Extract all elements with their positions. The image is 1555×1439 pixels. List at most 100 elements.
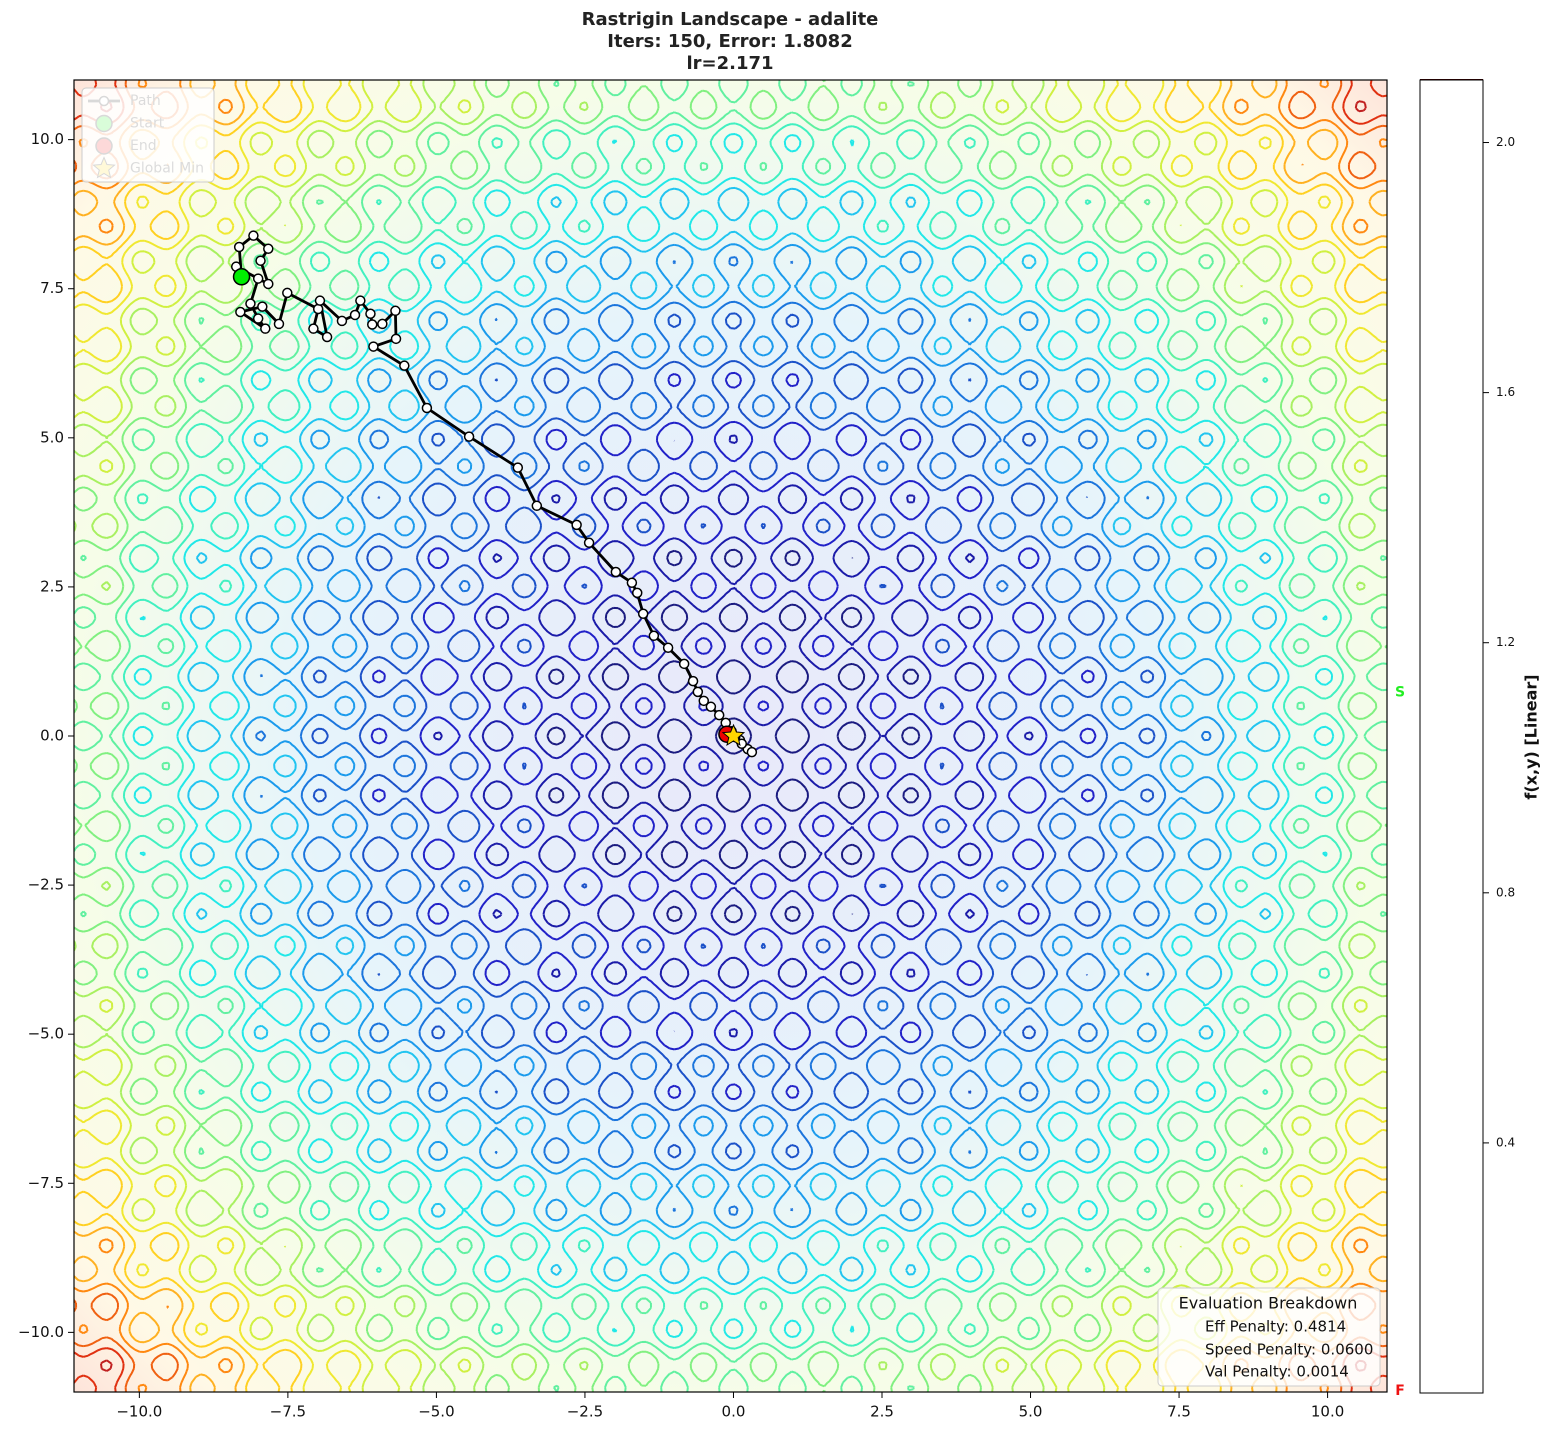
colorbar-tick-label: 2.0	[1496, 135, 1515, 149]
colorbar-tick-label: 1.6	[1496, 385, 1515, 399]
path-point	[282, 287, 293, 299]
path-point	[312, 303, 324, 315]
path-point	[355, 295, 366, 306]
path-point	[746, 746, 758, 758]
colorbar-tick-label: 0.4	[1496, 1135, 1515, 1149]
global-min	[721, 723, 746, 746]
path-point	[713, 709, 725, 721]
path-point	[273, 318, 285, 330]
path-point	[705, 701, 717, 713]
path-point	[349, 309, 361, 321]
y-tick-label: 0.0	[40, 727, 64, 745]
y-tick-label: 7.5	[40, 279, 64, 297]
path-point	[368, 341, 379, 352]
path-point	[687, 675, 699, 687]
path-point	[308, 323, 319, 334]
path-point	[255, 255, 266, 266]
contour-line	[122, 122, 1345, 1350]
y-tick-label: 5.0	[40, 428, 64, 446]
path-point	[263, 278, 274, 290]
x-tick-label: −5.0	[418, 1403, 454, 1421]
path-point	[631, 587, 643, 599]
path-point	[233, 241, 245, 253]
eval-box	[1157, 1287, 1381, 1387]
path-point	[678, 658, 690, 670]
path-point	[390, 305, 401, 317]
legend	[81, 87, 215, 183]
eval-line: Val Penalty: 0.0014	[1205, 1363, 1349, 1381]
path-point	[637, 608, 649, 619]
chart-subtitle: lr=2.171	[686, 53, 773, 74]
colorbar-marker-label: F	[1395, 1383, 1405, 1399]
contours	[74, 80, 1387, 1392]
contour-line	[74, 80, 1387, 1392]
x-tick-label: 0.0	[722, 1403, 746, 1421]
path-point	[366, 319, 378, 330]
path-point	[321, 331, 333, 343]
path-point	[245, 298, 256, 309]
path-point	[336, 315, 348, 327]
x-tick-label: 10.0	[1311, 1403, 1344, 1421]
path-point	[463, 431, 475, 442]
contour-line	[255, 256, 1212, 1216]
contour-line	[74, 80, 1387, 1392]
x-tick-label: −10.0	[116, 1403, 162, 1421]
y-tick-label: −10.0	[18, 1323, 64, 1341]
path-point	[698, 695, 710, 707]
contour-line	[74, 80, 1387, 1392]
contour-line	[132, 133, 1335, 1339]
y-tick-label: 10.0	[31, 130, 64, 148]
y-tick-label: −2.5	[28, 876, 64, 894]
path-point	[512, 462, 524, 473]
contour-line	[432, 434, 1034, 1038]
path-point	[626, 577, 638, 588]
path-point	[399, 360, 410, 371]
path-point	[648, 630, 660, 642]
path-point	[314, 295, 326, 306]
y-tick-label: 2.5	[40, 577, 64, 595]
contour-line	[311, 312, 1156, 1160]
chart-subtitle: Iters: 150, Error: 1.8082	[607, 31, 852, 52]
path-point	[377, 318, 388, 330]
contour-line	[242, 243, 1225, 1229]
path-point	[692, 686, 704, 698]
path-point	[263, 243, 274, 255]
path-point	[365, 308, 376, 320]
x-tick-label: 7.5	[1167, 1403, 1191, 1421]
path-point	[531, 500, 543, 512]
y-tick-label: −5.0	[28, 1025, 64, 1043]
path-point	[248, 230, 259, 241]
contour-line	[546, 548, 921, 924]
path-point	[571, 519, 582, 531]
path-point	[252, 273, 264, 284]
path-point	[583, 537, 595, 549]
path-point	[662, 642, 674, 653]
x-tick-label: −2.5	[567, 1403, 603, 1421]
x-tick-label: 2.5	[870, 1403, 894, 1421]
colorbar-marker-label: S	[1395, 685, 1405, 701]
start-point	[232, 268, 251, 286]
y-tick-label: −7.5	[28, 1174, 64, 1192]
colorbar-label: f(x,y) [Linear]	[1522, 674, 1541, 799]
path-point	[235, 306, 246, 318]
path-point	[252, 313, 264, 324]
path-point	[260, 323, 271, 334]
contour-line	[74, 80, 1387, 1392]
colorbar	[1419, 79, 1484, 1394]
x-tick-label: 5.0	[1019, 1403, 1043, 1421]
path-point	[257, 301, 268, 312]
x-tick-label: −7.5	[270, 1403, 306, 1421]
colorbar-tick-label: 0.8	[1496, 885, 1515, 899]
eval-line: Eff Penalty: 0.4814	[1205, 1318, 1346, 1336]
eval-title: Evaluation Breakdown	[1179, 1294, 1358, 1313]
chart-title: Rastrigin Landscape - adalite	[582, 9, 879, 30]
path-point	[421, 402, 433, 414]
contour-line	[370, 371, 1097, 1101]
path-point	[610, 566, 622, 578]
eval-line: Speed Penalty: 0.0600	[1205, 1341, 1373, 1359]
path-point	[390, 333, 402, 345]
contour-line	[186, 186, 1281, 1286]
colorbar-tick-label: 1.2	[1496, 635, 1515, 649]
plot-frame	[73, 79, 1388, 1393]
